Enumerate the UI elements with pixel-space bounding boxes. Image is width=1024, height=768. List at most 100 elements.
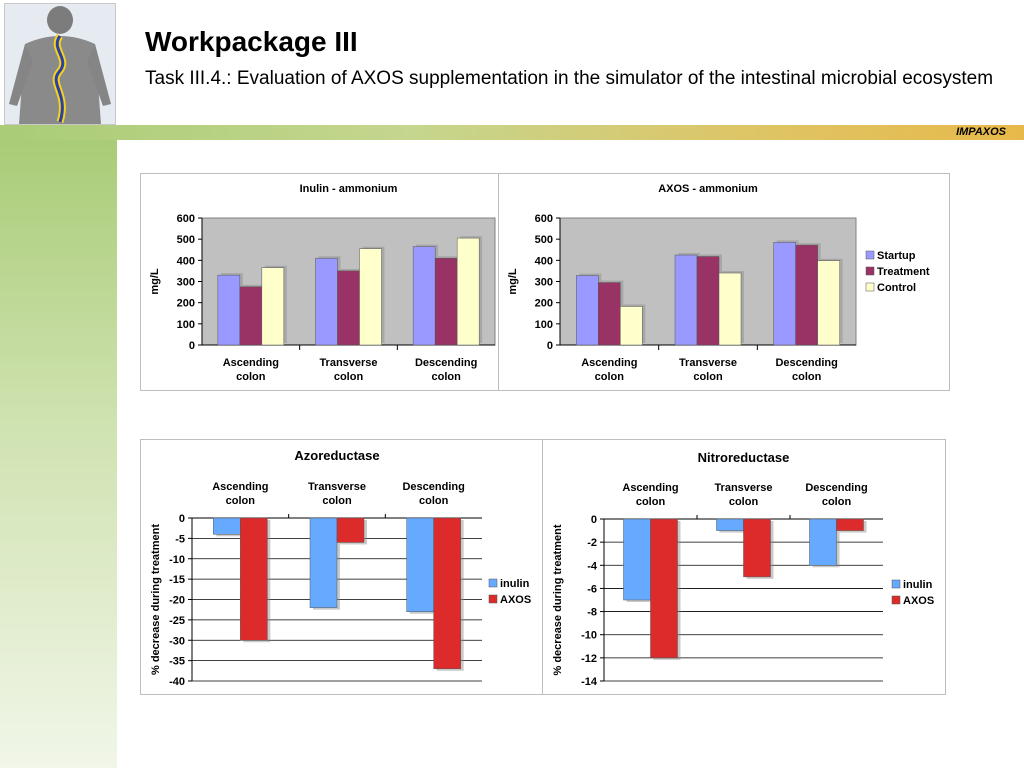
bar-treatment-transverse-colon — [696, 256, 720, 346]
y-tick-label: -5 — [175, 533, 185, 545]
chart-title: AXOS - ammonium — [658, 183, 758, 195]
bar-startup-ascending-colon — [576, 275, 599, 346]
y-tick-label: -8 — [587, 607, 597, 619]
bar-inulin-transverse-colon — [309, 517, 338, 608]
bar-inulin-transverse-colon — [716, 518, 744, 531]
legend-swatch-inulin — [891, 579, 901, 589]
bar-axos-descending-colon — [836, 518, 864, 531]
y-tick-label: 0 — [179, 513, 185, 525]
y-tick-label: -6 — [587, 583, 597, 595]
y-tick-label: -35 — [169, 656, 185, 668]
category-label: Ascending colon — [622, 482, 678, 508]
legend-swatch-axos — [891, 595, 901, 605]
category-label: Descending colon — [805, 482, 867, 508]
chart-svg: AXOS - ammonium 0 100 200 300 400 500 600 mg/L As… — [507, 183, 930, 383]
chart-title: Inulin - ammonium — [300, 183, 398, 195]
category-label: Transverse colon — [714, 482, 772, 508]
category-label: Descending colon — [775, 357, 837, 383]
category-label: Descending colon — [402, 481, 464, 507]
y-tick-label: -25 — [169, 615, 185, 627]
y-tick-label: 500 — [177, 234, 195, 246]
left-decoration — [0, 140, 117, 768]
page-subtitle: Task III.4.: Evaluation of AXOS suppleme… — [145, 68, 994, 89]
legend-label-axos: AXOS — [500, 594, 531, 606]
legend-swatch-inulin — [488, 578, 498, 588]
bar-treatment-transverse-colon — [337, 270, 360, 346]
category-label: Ascending colon — [581, 357, 637, 383]
body-spine-icon — [5, 4, 115, 124]
bar-axos-descending-colon — [433, 517, 461, 670]
category-label: Ascending colon — [223, 357, 279, 383]
legend-label-inulin: inulin — [903, 579, 933, 591]
bar-startup-transverse-colon — [315, 257, 338, 346]
legend: inulin AXOS — [891, 579, 934, 607]
bar-axos-ascending-colon — [240, 517, 268, 641]
category-label: Transverse colon — [319, 357, 377, 383]
y-tick-label: -30 — [169, 635, 185, 647]
project-label: IMPAXOS — [956, 126, 1006, 138]
category-label: Descending colon — [415, 357, 477, 383]
y-tick-label: 400 — [177, 255, 195, 267]
page-title: Workpackage III — [145, 26, 358, 57]
bar-control-ascending-colon — [261, 267, 285, 346]
y-tick-label: 400 — [535, 255, 553, 267]
y-tick-label: 500 — [535, 234, 553, 246]
bar-treatment-ascending-colon — [239, 286, 263, 346]
nitroreductase-chart: Nitroreductase 0 -2 -4 -6 -8 -10 -12 -14 % decrea… — [542, 439, 946, 695]
legend-label-axos: AXOS — [903, 595, 934, 607]
bar-startup-descending-colon — [773, 242, 796, 346]
y-tick-label: -12 — [581, 653, 597, 665]
y-tick-label: -10 — [581, 630, 597, 642]
legend: Startup Treatment Control — [865, 250, 930, 294]
y-axis-label: % decrease during treatment — [150, 524, 162, 675]
bar-inulin-ascending-colon — [623, 518, 651, 601]
legend-swatch-axos — [488, 594, 498, 604]
bar-control-transverse-colon — [718, 272, 742, 346]
legend-swatch-control — [865, 282, 875, 292]
axos-ammonium-chart: AXOS - ammonium 0 100 200 300 400 500 600 mg/L As… — [498, 173, 950, 391]
category-label: Ascending colon — [212, 481, 268, 507]
legend-swatch-startup — [865, 250, 875, 260]
bar-control-transverse-colon — [359, 248, 382, 346]
y-tick-label: -10 — [169, 554, 185, 566]
y-axis-label: % decrease during treatment — [552, 524, 564, 675]
legend-label-treatment: Treatment — [877, 266, 930, 278]
logo-image — [4, 3, 116, 125]
y-tick-label: 200 — [535, 298, 553, 310]
bar-inulin-ascending-colon — [213, 517, 241, 535]
y-axis-label: mg/L — [149, 268, 161, 295]
inulin-ammonium-chart: Inulin - ammonium 0 100 200 300 400 500 600 mg/L… — [140, 173, 502, 391]
category-label: Transverse colon — [308, 481, 366, 507]
legend: inulin AXOS — [488, 578, 531, 606]
bar-axos-transverse-colon — [336, 517, 365, 543]
y-tick-label: -4 — [587, 560, 598, 572]
bar-axos-transverse-colon — [743, 518, 771, 578]
y-tick-label: 0 — [189, 340, 195, 352]
y-tick-label: 300 — [177, 277, 195, 289]
bar-inulin-descending-colon — [809, 518, 837, 566]
legend-label-inulin: inulin — [500, 578, 530, 590]
y-tick-label: -40 — [169, 676, 185, 688]
bar-axos-ascending-colon — [650, 518, 678, 659]
y-tick-label: 100 — [535, 319, 553, 331]
legend-swatch-treatment — [865, 266, 875, 276]
y-tick-label: -2 — [587, 537, 597, 549]
bar-startup-descending-colon — [412, 246, 436, 346]
chart-title: Nitroreductase — [698, 450, 790, 465]
chart-svg: Inulin - ammonium 0 100 200 300 400 500 600 mg/L… — [149, 183, 496, 383]
y-tick-label: -14 — [581, 676, 598, 688]
y-tick-label: -20 — [169, 595, 185, 607]
bar-treatment-ascending-colon — [598, 282, 621, 346]
y-tick-label: 300 — [535, 277, 553, 289]
header-bar: IMPAXOS — [0, 125, 1024, 140]
y-tick-label: -15 — [169, 574, 185, 586]
bar-startup-ascending-colon — [217, 274, 241, 346]
bar-control-descending-colon — [817, 260, 840, 346]
y-tick-label: 100 — [177, 319, 195, 331]
y-tick-label: 0 — [547, 340, 553, 352]
legend-label-startup: Startup — [877, 250, 916, 262]
y-axis-label: mg/L — [507, 268, 519, 295]
y-tick-label: 600 — [177, 213, 195, 225]
legend-label-control: Control — [877, 282, 916, 294]
y-tick-label: 200 — [177, 298, 195, 310]
